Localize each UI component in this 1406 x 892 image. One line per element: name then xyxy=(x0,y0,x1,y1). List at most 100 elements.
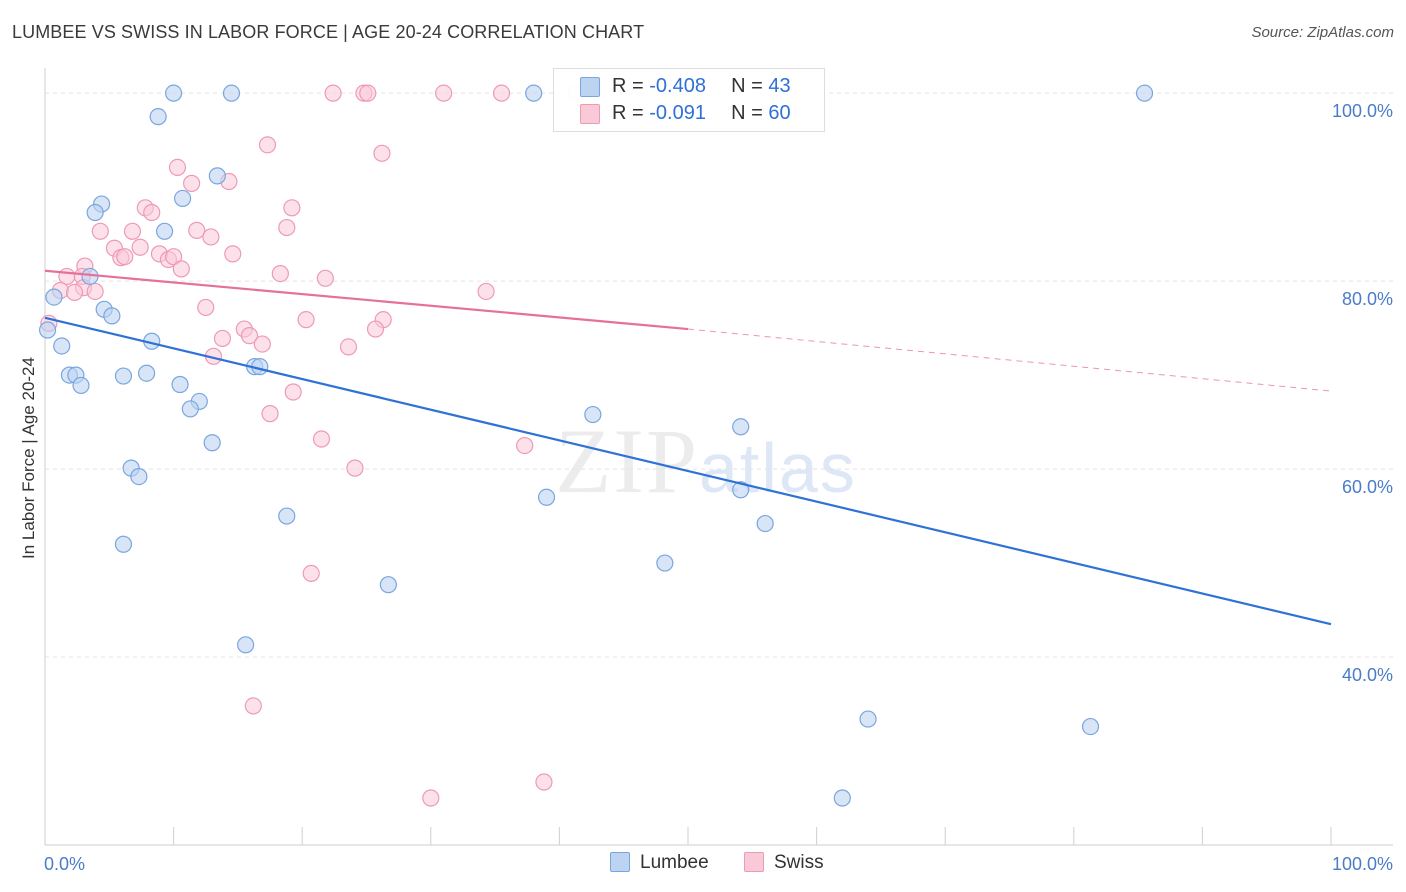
x-tick-label-min: 0.0% xyxy=(44,854,85,874)
lumbee-point xyxy=(103,307,121,325)
lumbee-legend-label: Lumbee xyxy=(640,852,709,873)
swiss-point xyxy=(253,335,271,353)
lumbee-point xyxy=(1081,717,1100,736)
watermark-atlas: atlas xyxy=(699,429,857,507)
lumbee-point xyxy=(38,321,57,339)
trend-lines xyxy=(44,269,1332,626)
lumbee-r-value: -0.408 xyxy=(649,75,706,97)
lumbee-point xyxy=(537,488,556,506)
lumbee-r-label: R = xyxy=(612,75,650,97)
lumbee-point xyxy=(171,375,189,394)
watermark-zip: ZIP xyxy=(555,410,699,512)
lumbee-point xyxy=(72,376,90,395)
lumbee-n-value: 43 xyxy=(768,75,791,97)
swiss-point xyxy=(143,203,161,222)
swiss-point xyxy=(224,245,242,263)
lumbee-point xyxy=(45,288,63,306)
swiss-n-label: N = xyxy=(731,102,769,124)
swiss-point xyxy=(324,84,342,102)
y-tick-label: 40.0% xyxy=(1342,665,1393,685)
swiss-point xyxy=(213,329,232,348)
swiss-point xyxy=(284,383,302,401)
swiss-point xyxy=(86,282,104,301)
correlation-legend: R = -0.408 N = 43 R = -0.091 N = 60 xyxy=(553,68,825,132)
lumbee-point xyxy=(278,507,296,525)
lumbee-point xyxy=(181,400,199,418)
swiss-point xyxy=(312,430,331,448)
swiss-point xyxy=(346,459,364,477)
lumbee-point xyxy=(756,514,774,533)
lumbee-point xyxy=(149,108,167,126)
swiss-point xyxy=(535,773,553,791)
swiss-trend-line xyxy=(44,269,689,331)
bottom-legend-swiss: Swiss xyxy=(744,852,824,874)
swiss-point xyxy=(172,260,190,278)
lumbee-point xyxy=(833,789,851,807)
lumbee-point xyxy=(732,481,750,499)
lumbee-point xyxy=(165,84,183,102)
swiss-legend-icon xyxy=(744,852,764,872)
lumbee-point xyxy=(86,203,104,222)
swiss-point xyxy=(297,311,315,329)
lumbee-point xyxy=(222,84,241,102)
lumbee-point xyxy=(114,367,133,385)
lumbee-swatch-icon xyxy=(580,77,600,97)
swiss-trend-extension xyxy=(687,328,1332,392)
swiss-point xyxy=(373,144,391,162)
lumbee-point xyxy=(208,167,226,185)
swiss-point xyxy=(271,264,289,283)
x-tick-label-max: 100.0% xyxy=(1332,854,1393,874)
swiss-point xyxy=(278,218,296,237)
y-tick-label: 100.0% xyxy=(1332,101,1393,121)
swiss-point xyxy=(516,436,534,455)
swiss-points xyxy=(40,84,585,807)
lumbee-point xyxy=(656,554,674,572)
swiss-point xyxy=(65,283,84,301)
lumbee-n-label: N = xyxy=(731,75,769,97)
swiss-point xyxy=(244,697,262,715)
y-axis-title: In Labor Force | Age 20-24 xyxy=(19,357,38,559)
watermark: ZIPatlas xyxy=(555,408,857,514)
swiss-point xyxy=(316,269,334,287)
swiss-point xyxy=(91,222,109,240)
swiss-point xyxy=(477,282,495,301)
lumbee-point xyxy=(203,434,221,452)
swiss-point xyxy=(492,84,511,102)
swiss-r-label: R = xyxy=(612,102,650,124)
swiss-point xyxy=(188,221,206,239)
axes xyxy=(44,68,1393,846)
swiss-point xyxy=(131,238,149,256)
swiss-n-value: 60 xyxy=(768,102,791,124)
lumbee-point xyxy=(53,337,71,355)
lumbee-point xyxy=(137,364,156,382)
swiss-swatch-icon xyxy=(580,104,600,124)
lumbee-points xyxy=(38,84,1154,807)
swiss-point xyxy=(359,84,377,102)
swiss-r-value: -0.091 xyxy=(649,102,706,124)
swiss-point xyxy=(123,222,142,240)
swiss-point xyxy=(165,248,183,266)
lumbee-point xyxy=(1135,84,1154,102)
tick-labels: 40.0% 60.0% 80.0% 100.0% 0.0% 100.0% In Labor … xyxy=(19,101,1393,874)
swiss-point xyxy=(339,338,358,356)
lumbee-point xyxy=(379,576,397,594)
y-tick-label: 80.0% xyxy=(1342,289,1393,309)
lumbee-point xyxy=(732,418,750,436)
lumbee-point xyxy=(114,535,133,553)
source-credit: Source: ZipAtlas.com xyxy=(1251,24,1394,41)
swiss-point xyxy=(366,320,385,338)
lumbee-trend-line xyxy=(44,316,1332,626)
lumbee-point xyxy=(237,636,255,654)
swiss-legend-label: Swiss xyxy=(774,852,824,873)
swiss-point xyxy=(197,298,215,317)
lumbee-point xyxy=(130,467,148,486)
lumbee-legend-icon xyxy=(610,852,630,872)
lumbee-point xyxy=(155,222,174,240)
swiss-point xyxy=(283,199,301,217)
swiss-point xyxy=(168,158,187,177)
swiss-point xyxy=(240,327,259,345)
swiss-point xyxy=(435,84,453,102)
swiss-point xyxy=(258,136,277,154)
bottom-legend-lumbee: Lumbee xyxy=(610,852,709,874)
